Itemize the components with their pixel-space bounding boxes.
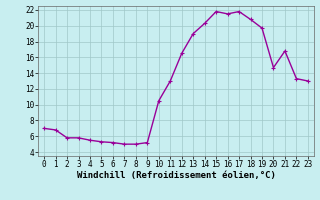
- X-axis label: Windchill (Refroidissement éolien,°C): Windchill (Refroidissement éolien,°C): [76, 171, 276, 180]
